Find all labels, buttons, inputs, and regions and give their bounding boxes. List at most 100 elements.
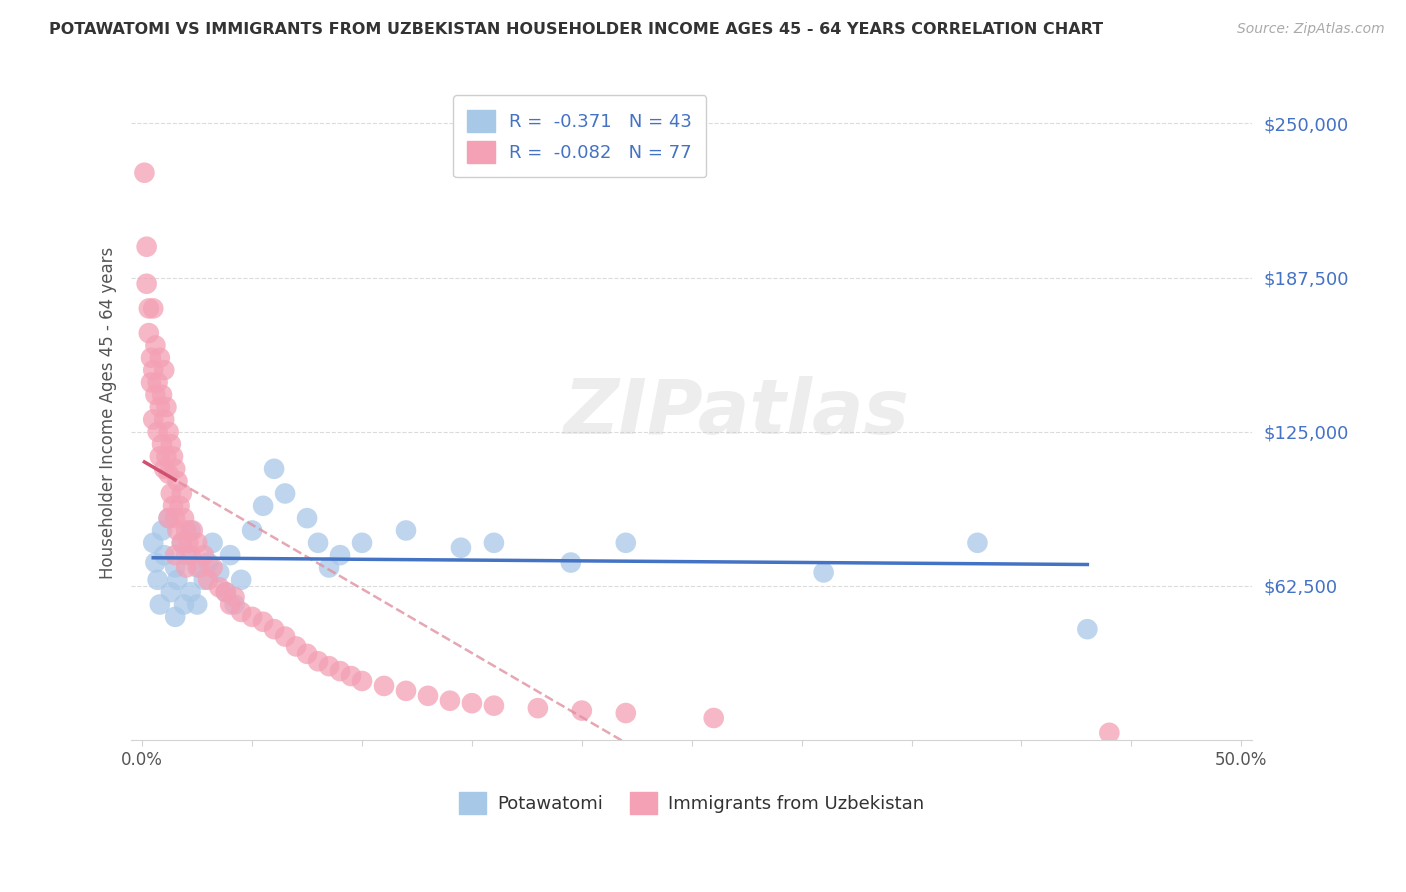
Text: POTAWATOMI VS IMMIGRANTS FROM UZBEKISTAN HOUSEHOLDER INCOME AGES 45 - 64 YEARS C: POTAWATOMI VS IMMIGRANTS FROM UZBEKISTAN… (49, 22, 1104, 37)
Point (186, 536, 208, 550)
Point (142, 301, 165, 316)
Point (193, 573, 215, 587)
Point (150, 437, 173, 451)
Point (439, 694, 461, 708)
Point (166, 573, 188, 587)
Point (813, 566, 835, 580)
Point (157, 425, 180, 439)
Point (165, 560, 187, 574)
Point (416, 689, 439, 703)
Point (219, 548, 242, 562)
Point (166, 474, 188, 488)
Point (560, 556, 582, 570)
Point (208, 580, 231, 594)
Point (224, 598, 246, 612)
Point (180, 585, 202, 599)
Point (153, 548, 176, 562)
Point (1076, 622, 1098, 636)
Point (1098, 726, 1121, 740)
Point (159, 486, 181, 500)
Point (318, 560, 340, 574)
Point (170, 536, 193, 550)
Point (373, 679, 395, 693)
Point (571, 704, 593, 718)
Point (139, 376, 162, 390)
Point (134, 166, 156, 180)
Point (395, 524, 418, 538)
Point (180, 524, 202, 538)
Point (146, 573, 169, 587)
Point (252, 499, 274, 513)
Point (165, 610, 187, 624)
Point (153, 462, 176, 476)
Text: Source: ZipAtlas.com: Source: ZipAtlas.com (1237, 22, 1385, 37)
Point (274, 630, 297, 644)
Point (142, 536, 165, 550)
Point (224, 590, 246, 604)
Point (186, 560, 208, 574)
Point (318, 659, 340, 673)
Point (180, 548, 202, 562)
Point (240, 524, 263, 538)
Y-axis label: Householder Income Ages 45 - 64 years: Householder Income Ages 45 - 64 years (100, 247, 117, 580)
Point (614, 536, 637, 550)
Point (274, 486, 297, 500)
Point (153, 363, 176, 377)
Point (166, 524, 188, 538)
Point (170, 486, 193, 500)
Point (157, 511, 180, 525)
Point (149, 400, 172, 414)
Point (188, 560, 211, 574)
Point (138, 326, 160, 340)
Point (149, 450, 172, 464)
Point (146, 376, 169, 390)
Point (149, 598, 172, 612)
Point (174, 560, 197, 574)
Point (146, 425, 169, 439)
Point (162, 450, 184, 464)
Point (150, 388, 173, 402)
Point (252, 615, 274, 629)
Point (142, 363, 165, 377)
Point (193, 548, 215, 562)
Point (165, 548, 187, 562)
Point (614, 706, 637, 720)
Point (703, 711, 725, 725)
Point (157, 511, 180, 525)
Point (145, 388, 167, 402)
Point (219, 598, 242, 612)
Point (350, 673, 373, 688)
Point (157, 467, 180, 481)
Point (169, 499, 191, 513)
Point (295, 511, 318, 525)
Point (138, 301, 160, 316)
Point (149, 351, 172, 365)
Point (329, 548, 352, 562)
Point (307, 536, 329, 550)
Point (307, 654, 329, 668)
Point (263, 462, 285, 476)
Point (170, 536, 193, 550)
Point (155, 450, 177, 464)
Point (231, 605, 253, 619)
Point (295, 647, 318, 661)
Point (450, 541, 472, 555)
Legend: Potawatomi, Immigrants from Uzbekistan: Potawatomi, Immigrants from Uzbekistan (453, 785, 931, 822)
Point (231, 573, 253, 587)
Point (482, 536, 505, 550)
Point (527, 701, 550, 715)
Point (174, 524, 197, 538)
Point (329, 664, 352, 678)
Point (186, 598, 208, 612)
Point (139, 351, 162, 365)
Point (215, 585, 238, 599)
Point (201, 536, 224, 550)
Point (153, 412, 176, 426)
Point (165, 511, 187, 525)
Point (966, 536, 988, 550)
Point (197, 573, 219, 587)
Point (240, 610, 263, 624)
Point (174, 548, 197, 562)
Point (173, 511, 195, 525)
Point (159, 437, 181, 451)
